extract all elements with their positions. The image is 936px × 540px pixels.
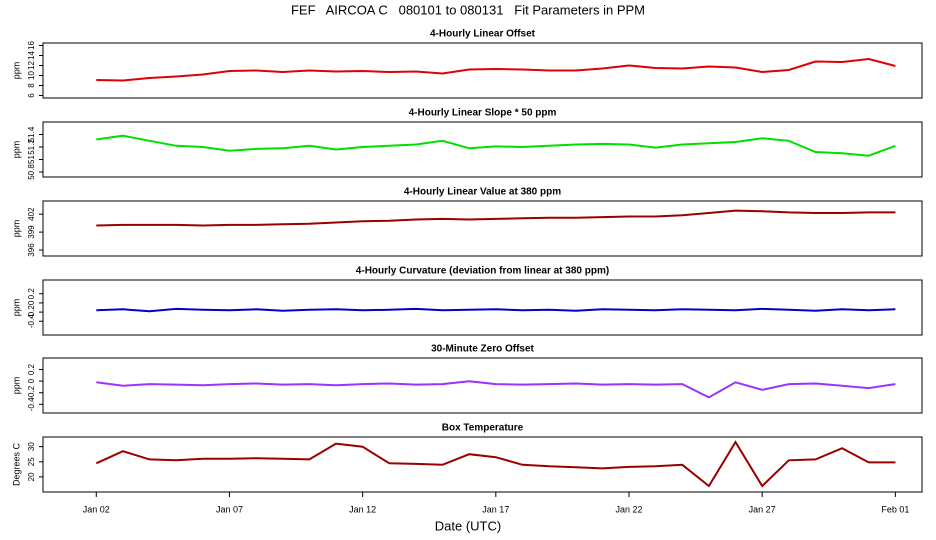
y-axis-label: ppm	[11, 141, 21, 159]
data-line	[96, 57, 896, 82]
data-line	[96, 134, 896, 157]
x-tick-label: Jan 07	[216, 504, 243, 514]
y-tick-label: 50.8	[27, 164, 36, 180]
x-tick-label: Jan 02	[83, 504, 110, 514]
y-tick-label: 51.4	[27, 126, 36, 142]
plot-frame	[42, 357, 923, 414]
panel-title: 4-Hourly Curvature (deviation from linea…	[356, 266, 609, 277]
x-tick-label: Jan 27	[749, 504, 776, 514]
y-tick-label: 51.2	[27, 139, 36, 155]
x-tick-label: Jan 17	[482, 504, 509, 514]
y-axis-label: ppm	[11, 299, 21, 317]
plot-frame	[42, 200, 923, 257]
panel-title: 30-Minute Zero Offset	[431, 344, 534, 355]
data-line	[96, 380, 896, 399]
panel-title: Box Temperature	[442, 423, 524, 434]
y-tick-label: 0.2	[27, 288, 36, 300]
data-line	[96, 307, 896, 313]
x-axis-label: Date (UTC)	[435, 518, 501, 533]
y-tick-label: -0.2	[27, 305, 36, 319]
y-axis-label: ppm	[11, 377, 21, 395]
x-tick-label: Jan 22	[615, 504, 642, 514]
x-tick-label: Jan 12	[349, 504, 376, 514]
y-tick-label: 396	[27, 243, 36, 257]
data-line	[95, 440, 896, 488]
y-tick-label: -0.2	[27, 385, 36, 399]
y-tick-label: 0	[27, 300, 36, 305]
plot-frame	[42, 121, 923, 178]
y-tick-label: -0.4	[27, 314, 36, 328]
panel-title: 4-Hourly Linear Slope * 50 ppm	[409, 108, 557, 119]
y-tick-label: 0.2	[27, 363, 36, 375]
y-tick-label: 10	[27, 71, 36, 80]
data-line	[96, 209, 896, 227]
y-axis-label: ppm	[11, 220, 21, 238]
panel-title: 4-Hourly Linear Value at 380 ppm	[404, 187, 561, 198]
y-axis-label: Degrees C	[11, 442, 21, 486]
y-tick-label: 6	[27, 93, 36, 98]
plot-frame	[42, 42, 923, 99]
y-tick-label: 12	[27, 61, 36, 70]
y-tick-label: 14	[27, 51, 36, 60]
y-tick-label: 402	[27, 207, 36, 221]
y-tick-label: 8	[27, 83, 36, 88]
page-title: FEF AIRCOA C 080101 to 080131 Fit Parame…	[291, 2, 645, 17]
y-tick-label: 0	[27, 378, 36, 383]
y-tick-label: 20	[27, 472, 36, 481]
y-tick-label: 399	[27, 225, 36, 239]
y-tick-label: -0.4	[27, 397, 36, 411]
y-tick-label: 30	[27, 442, 36, 451]
y-tick-label: 25	[27, 457, 36, 466]
y-axis-label: ppm	[11, 62, 21, 80]
y-tick-label: 16	[27, 41, 36, 50]
plot-frame	[42, 436, 923, 493]
plot-frame	[42, 279, 923, 336]
panel-title: 4-Hourly Linear Offset	[430, 29, 536, 40]
x-tick-label: Feb 01	[881, 504, 909, 514]
y-tick-label: 51	[27, 155, 36, 164]
